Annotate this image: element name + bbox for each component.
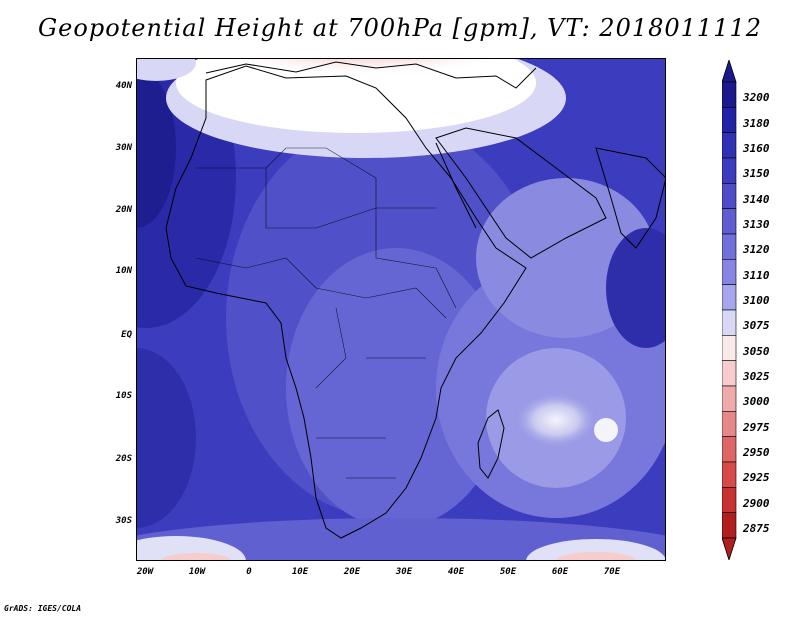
footer-credit: GrADS: IGES/COLA [4, 604, 82, 613]
colorbar-swatch [722, 461, 737, 488]
colorbar-swatch [722, 309, 737, 336]
colorbar-label: 3140 [743, 192, 770, 206]
colorbar-swatch [722, 411, 737, 437]
colorbar-label: 3150 [743, 167, 770, 181]
india-coastline [595, 147, 666, 249]
northeast-low [476, 58, 656, 83]
colorbar-swatch [722, 208, 737, 235]
lat-tick-20n: 20N [115, 205, 132, 215]
lat-tick-30s: 30S [115, 516, 132, 526]
colorbar-label: 3000 [743, 395, 770, 409]
southeast-light-arc [526, 539, 666, 561]
madagascar-coastline [477, 409, 505, 479]
colorbar-label: 3200 [743, 91, 770, 105]
colorbar-swatch [722, 107, 737, 133]
colorbar-label: 2900 [743, 496, 770, 510]
southeast-dark-patch [606, 228, 666, 348]
colorbar-bottom-arrow [722, 537, 737, 560]
southwest-light-arc [136, 536, 246, 561]
colorbar-swatch [722, 436, 737, 463]
map-border [136, 58, 666, 561]
lat-tick-10s: 10S [115, 391, 132, 401]
colorbar-swatch [722, 487, 737, 513]
colorbar-label: 3050 [743, 344, 770, 358]
lat-tick-40n: 40N [115, 81, 132, 91]
colorbar-swatch [722, 183, 737, 209]
anticyclone-core [594, 418, 618, 442]
lat-tick-10n: 10N [115, 266, 132, 276]
arabian-coastline [435, 127, 607, 259]
colorbar-label: 3180 [743, 116, 770, 130]
lon-tick-10w: 10W [188, 567, 206, 577]
colorbar-label: 3160 [743, 142, 770, 155]
lat-tick-20s: 20S [115, 454, 132, 464]
colorbar-label: 2925 [743, 471, 770, 485]
colorbar-top-arrow [722, 60, 737, 83]
red-sea [435, 142, 477, 229]
mediterranean-low [176, 58, 516, 113]
northwest-dark-patch [136, 68, 176, 228]
colorbar-label: 3075 [743, 319, 770, 333]
colorbar-label: 2875 [743, 522, 770, 535]
colorbar-label: 3025 [743, 370, 770, 383]
lon-tick-50e: 50E [499, 567, 517, 577]
colorbar-swatch [722, 259, 737, 285]
southeast-warm-patch [556, 552, 636, 561]
colorbar-swatch [722, 512, 737, 539]
lat-tick-30n: 30N [115, 143, 132, 153]
colorbar [722, 60, 737, 560]
colorbar-swatch [722, 385, 737, 412]
europe-coastline [205, 61, 537, 89]
central-africa-region [286, 248, 506, 528]
lon-tick-30e: 30E [395, 567, 413, 577]
country-borders [195, 147, 457, 479]
lon-tick-40e: 40E [447, 567, 465, 577]
northwest-light-patch [136, 58, 196, 81]
africa-coastline [165, 65, 527, 539]
south-band [136, 518, 666, 561]
colorbar-swatch [722, 335, 737, 361]
southwest-dark-patch [136, 348, 196, 528]
colorbar-swatch [722, 132, 737, 159]
colorbar-swatch [722, 157, 737, 184]
colorbar-swatch [722, 81, 737, 108]
colorbar-label: 3130 [743, 218, 770, 231]
lon-tick-20e: 20E [343, 567, 361, 577]
lon-tick-60e: 60E [551, 567, 569, 577]
chart-title: Geopotential Height at 700hPa [gpm], VT:… [38, 14, 762, 42]
lon-tick-20w: 20W [136, 567, 154, 577]
height-field-map [136, 58, 666, 561]
colorbar-swatch [722, 284, 737, 311]
lon-tick-0: 0 [246, 567, 252, 577]
coastlines [165, 61, 666, 539]
colorbar-label: 2950 [743, 446, 770, 459]
colorbar-label: 2975 [743, 420, 770, 434]
colorbar-label: 3100 [743, 294, 770, 307]
colorbar-swatch [722, 233, 737, 260]
lon-tick-10e: 10E [291, 567, 309, 577]
colorbar-label: 3110 [743, 268, 770, 282]
southwest-warm-patch [161, 553, 231, 561]
colorbar-label: 3120 [743, 243, 770, 257]
colorbar-swatch [722, 360, 737, 387]
lat-tick-eq: EQ [121, 330, 132, 340]
lon-tick-70e: 70E [603, 567, 621, 577]
anticyclone-high [511, 390, 601, 450]
map-panel [136, 58, 666, 561]
